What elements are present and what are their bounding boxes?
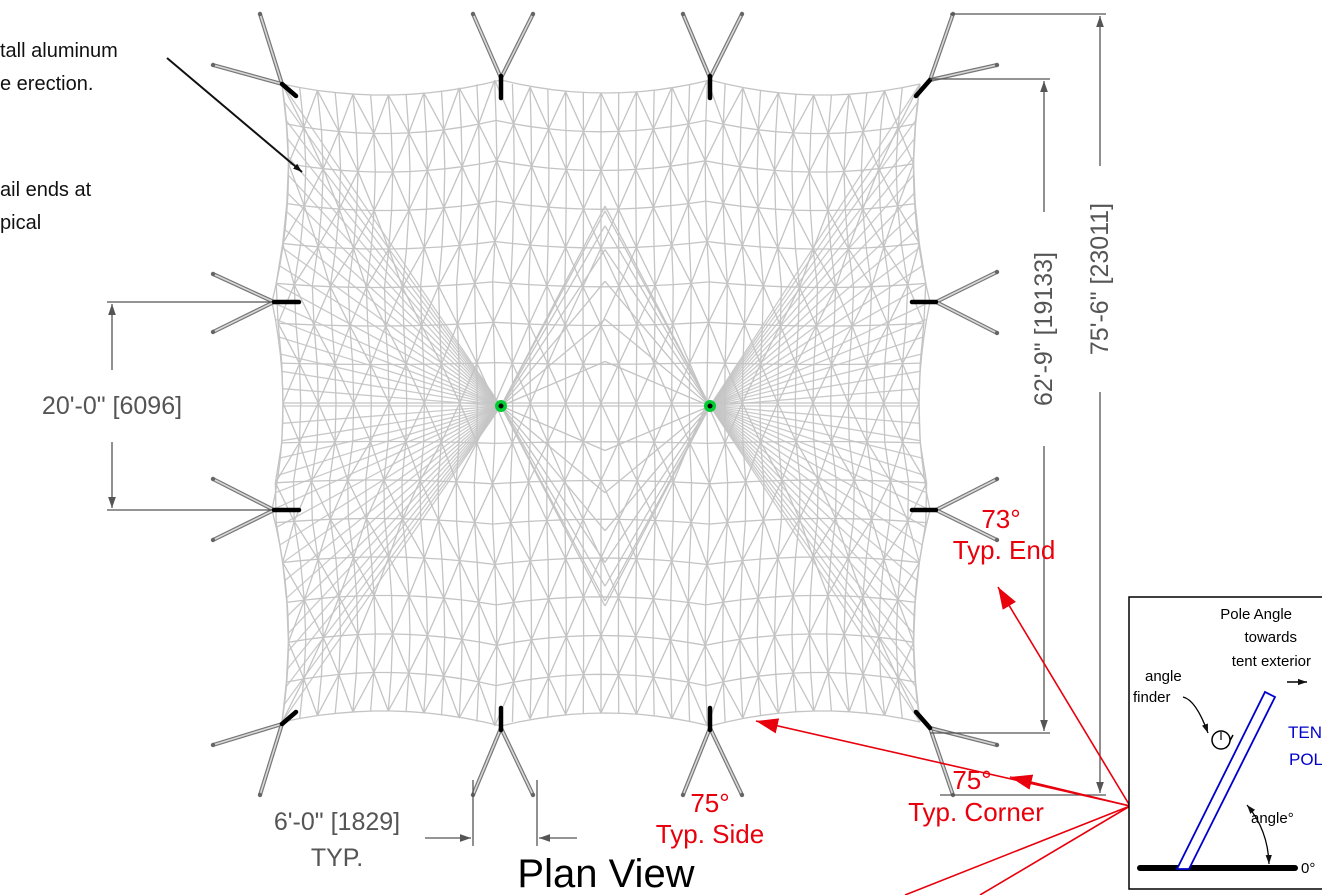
pole-spread-dimension (425, 780, 577, 846)
note-1-line-1: tall aluminum (0, 40, 118, 62)
inset-pole-angle: Pole Angle (1220, 606, 1292, 623)
inset-finder: finder (1133, 689, 1171, 706)
angle-arc-arrow (1246, 804, 1272, 865)
side-angle-label: Typ. Side (656, 819, 764, 849)
inset-angle-deg: angle° (1251, 810, 1294, 827)
inset-angle: angle (1145, 668, 1182, 685)
inset-zero-deg: 0° (1301, 860, 1315, 877)
drawing-title: Plan View (517, 852, 694, 895)
inset-pole-label: POLE (1289, 750, 1322, 769)
note-1-line-2: e erection. (0, 73, 93, 95)
general-notes: tall aluminum e erection. ail ends at pi… (0, 40, 303, 234)
angle-finder-leader (1182, 696, 1209, 734)
side-spacing-dimension (107, 301, 272, 511)
side-angle-value: 75° (690, 788, 729, 818)
guy-line-rigging (210, 11, 1000, 798)
tent-pole-shape (1175, 690, 1277, 870)
pole-spread-typ: TYP. (311, 844, 363, 872)
pole-angle-inset: Pole Angle towards tent exterior angle f… (1128, 596, 1322, 890)
angle-callout-arrows (755, 586, 1131, 895)
corner-angle-value: 75° (952, 765, 991, 795)
note-2-line-2: pical (0, 212, 41, 234)
tent-membrane-mesh (271, 79, 931, 727)
inner-length-dimension (930, 78, 1050, 734)
overall-length-label: 75'-6" [23011] (1086, 203, 1114, 355)
end-angle-label: Typ. End (953, 535, 1056, 565)
corner-angle-label: Typ. Corner (908, 797, 1044, 827)
end-angle-value: 73° (981, 504, 1020, 534)
overall-length-dimension (940, 13, 1106, 796)
inner-length-label: 62'-9" [19133] (1030, 252, 1058, 406)
inset-tent-exterior: tent exterior (1232, 653, 1311, 670)
note-leader-arrow (166, 57, 303, 173)
peak-points (495, 400, 716, 412)
note-2-line-1: ail ends at (0, 179, 92, 201)
side-spacing-label: 20'-0" [6096] (42, 392, 182, 420)
inset-towards: towards (1244, 629, 1297, 646)
pole-spread-label: 6'-0" [1829] (274, 808, 400, 836)
inset-tent-label: TENT (1288, 723, 1322, 742)
